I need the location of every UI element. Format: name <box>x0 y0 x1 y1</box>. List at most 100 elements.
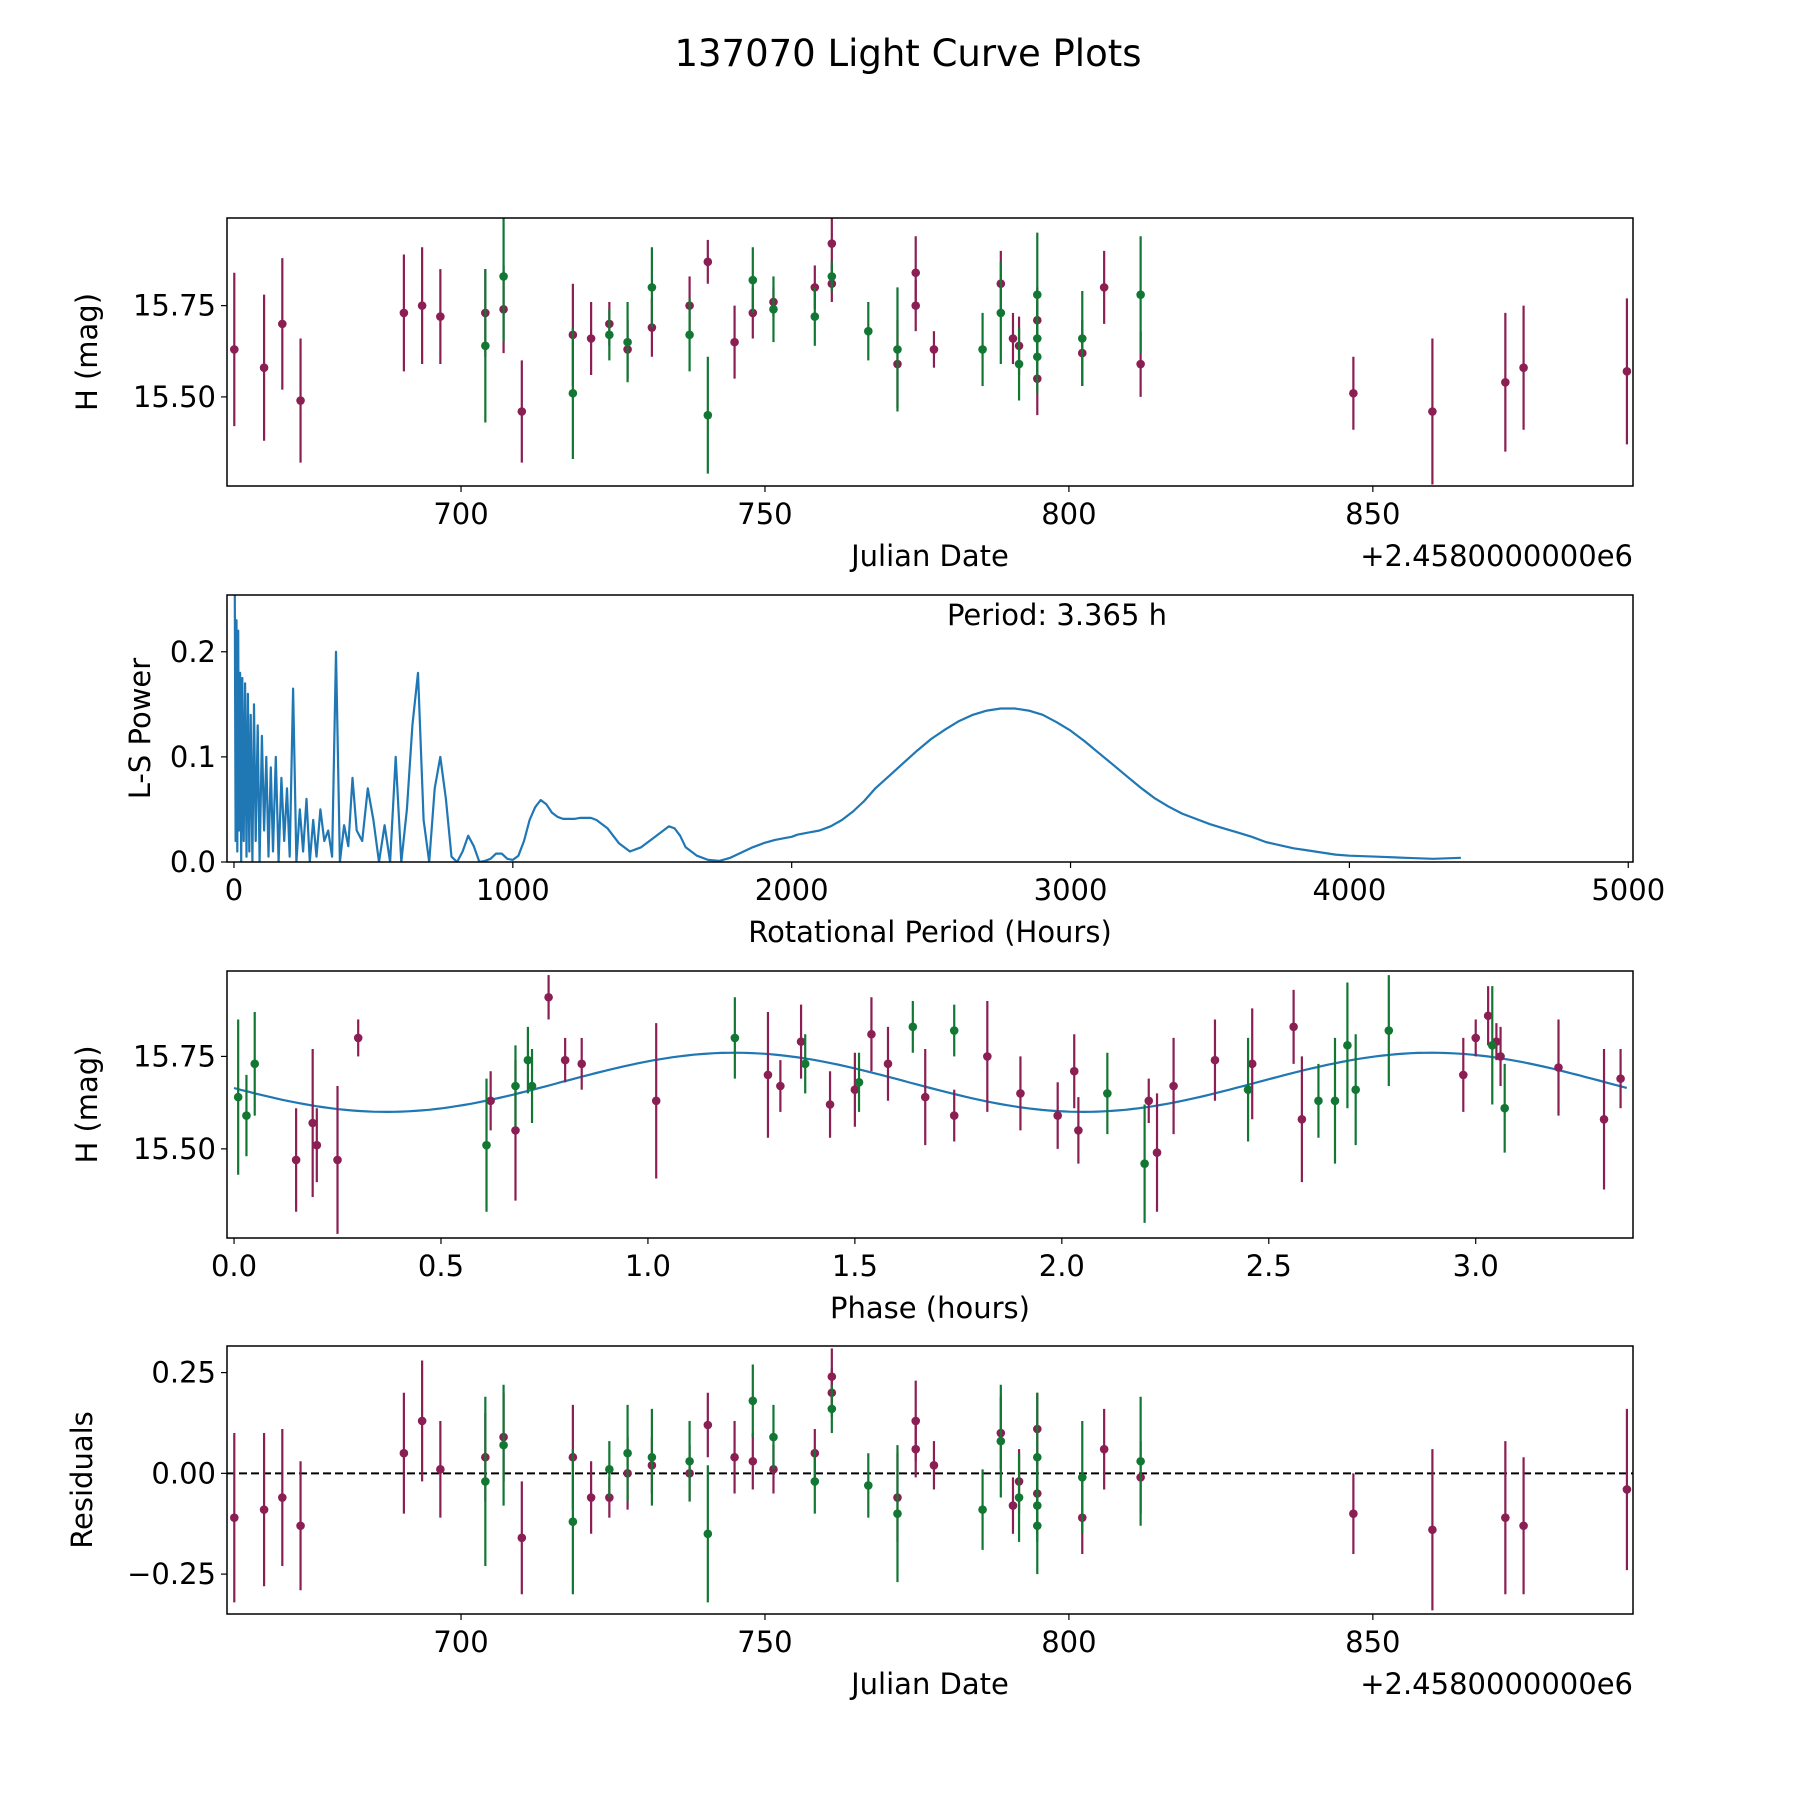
residuals-panel: 700 750 800 850 −0.25 0.00 0.25 Julian Date +2.4… <box>65 1345 1634 1701</box>
data-point <box>605 330 614 340</box>
data-point <box>1169 1081 1178 1091</box>
data-point <box>233 1092 243 1102</box>
y-tick-label: 0.1 <box>170 740 216 774</box>
data-point <box>1599 1114 1609 1124</box>
data-point <box>1144 1096 1154 1106</box>
data-point <box>1014 1493 1024 1502</box>
x-tick-label: 0.5 <box>418 1249 464 1283</box>
data-point <box>1077 334 1087 343</box>
x-tick-label: 0 <box>225 873 243 907</box>
y-axis-label: Residuals <box>65 1411 99 1549</box>
data-point <box>523 1055 533 1065</box>
data-point <box>259 363 269 373</box>
data-point <box>1459 1070 1468 1080</box>
data-point <box>1343 1041 1352 1050</box>
data-point <box>911 1416 921 1426</box>
y-tick-label: 15.50 <box>133 380 216 414</box>
data-point <box>1351 1085 1360 1095</box>
data-point <box>703 1420 713 1430</box>
data-point <box>1032 1452 1042 1462</box>
data-point <box>417 301 427 310</box>
data-point <box>796 1037 806 1046</box>
data-point <box>1014 359 1024 369</box>
x-tick-label: 1.0 <box>625 1249 671 1283</box>
data-point <box>1384 1026 1394 1035</box>
y-tick-label: 15.75 <box>133 289 216 323</box>
x-tick-label: 800 <box>1041 497 1096 531</box>
data-point <box>911 1444 921 1454</box>
data-point <box>1349 1509 1358 1518</box>
x-offset-label: +2.4580000000e6 <box>1360 1667 1633 1701</box>
data-point <box>1032 1521 1042 1531</box>
data-point <box>486 1096 495 1106</box>
data-point <box>1330 1096 1340 1106</box>
data-point <box>983 1052 992 1061</box>
data-point <box>1016 1089 1025 1098</box>
data-point <box>949 1111 959 1120</box>
data-point <box>978 1505 987 1514</box>
data-point <box>1501 1513 1510 1522</box>
data-point <box>893 345 902 354</box>
data-point <box>703 257 713 267</box>
periodogram-panel: 0 1000 2000 3000 4000 5000 0.0 0.1 0.2 Rotational… <box>123 594 1665 949</box>
data-point <box>1140 1159 1149 1168</box>
plot-area <box>227 1348 1633 1611</box>
data-point <box>1554 1063 1563 1072</box>
data-point <box>1314 1096 1323 1106</box>
data-point <box>1471 1033 1481 1043</box>
x-tick-label: 2000 <box>755 873 829 907</box>
data-point <box>685 330 694 340</box>
data-point <box>1103 1089 1112 1098</box>
data-point <box>1099 1444 1109 1454</box>
x-axis-label: Julian Date <box>849 1667 1009 1701</box>
data-point <box>568 388 578 398</box>
y-tick-label: 15.50 <box>133 1132 216 1166</box>
x-tick-label: 3.0 <box>1453 1249 1499 1283</box>
data-point <box>436 312 445 321</box>
x-tick-label: 750 <box>737 1625 792 1659</box>
data-point <box>1483 1011 1493 1021</box>
y-tick-label: 15.75 <box>133 1039 216 1073</box>
data-point <box>1099 283 1109 292</box>
data-point <box>748 1396 758 1406</box>
data-point <box>1616 1074 1625 1083</box>
data-point <box>499 1440 508 1450</box>
data-point <box>481 1477 490 1486</box>
data-point <box>1074 1126 1083 1135</box>
data-point <box>864 326 873 336</box>
axes-frame <box>226 594 1634 863</box>
data-point <box>908 1022 918 1032</box>
data-point <box>827 239 837 248</box>
data-point <box>1487 1041 1497 1050</box>
data-point <box>291 1155 301 1165</box>
data-point <box>242 1111 251 1120</box>
data-point <box>1289 1022 1298 1032</box>
axes-frame <box>226 970 1634 1239</box>
x-tick-label: 700 <box>433 1625 488 1659</box>
data-point <box>748 275 758 285</box>
data-point <box>278 1493 287 1502</box>
data-point <box>1032 352 1042 362</box>
data-point <box>883 1059 893 1069</box>
x-tick-label: 5000 <box>1591 873 1665 907</box>
data-point <box>1136 290 1145 299</box>
data-point <box>911 301 921 310</box>
data-point <box>929 345 939 354</box>
data-point <box>560 1055 570 1065</box>
data-point <box>827 272 837 281</box>
x-tick-label: 1.5 <box>832 1249 878 1283</box>
data-point <box>623 1448 632 1458</box>
data-point <box>1053 1111 1062 1120</box>
y-tick-label: 0.00 <box>151 1456 216 1490</box>
data-point <box>544 992 553 1002</box>
data-point <box>1297 1114 1307 1124</box>
data-point <box>1428 1525 1437 1535</box>
x-tick-label: 1000 <box>476 873 550 907</box>
data-point <box>763 1070 773 1080</box>
data-point <box>517 1533 527 1543</box>
period-annotation: Period: 3.365 h <box>947 598 1167 632</box>
data-point <box>1136 1456 1145 1466</box>
data-point <box>1519 1521 1528 1531</box>
data-point <box>730 1033 740 1043</box>
data-point <box>1428 407 1437 416</box>
